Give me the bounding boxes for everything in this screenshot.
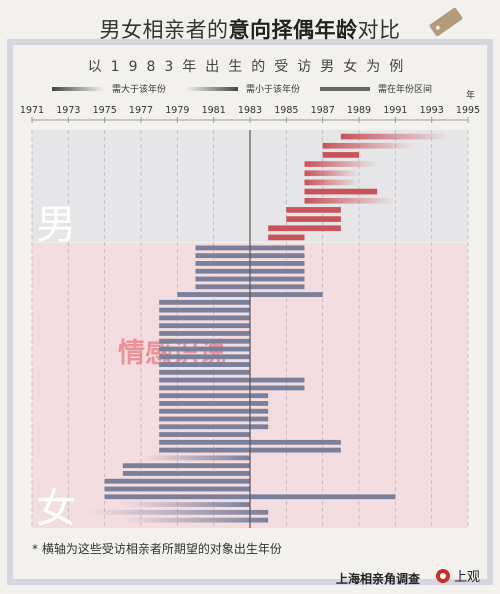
x-tick-label: 1993 [420, 105, 444, 116]
legend-older-label: 需大于该年份 [112, 83, 166, 95]
x-tick-label: 1989 [347, 105, 371, 116]
female-bar [159, 385, 305, 391]
female-bar [104, 478, 251, 484]
legend-younger-label: 需小于该年份 [246, 83, 300, 95]
legend-older-swatch [52, 87, 104, 91]
tag-icon [429, 7, 463, 37]
female-bar [159, 315, 250, 321]
female-bar [122, 502, 250, 507]
x-tick-label: 1985 [274, 105, 298, 116]
female-bar [141, 455, 250, 461]
brand-name: 上观 [454, 570, 481, 585]
title-prefix: 男女相亲者的 [99, 18, 229, 42]
male-bar [340, 133, 450, 140]
female-bar [159, 424, 269, 430]
female-bar [159, 323, 250, 329]
female-bar [159, 393, 269, 399]
legend: 需大于该年份 需小于该年份 需在年份区间 [52, 83, 432, 95]
female-bar [159, 377, 305, 383]
male-bar [304, 179, 359, 186]
female-bar [159, 346, 250, 352]
x-tick-label: 1973 [56, 105, 80, 116]
legend-range-swatch [320, 87, 370, 91]
page-title: 男女相亲者的意向择偶年龄对比 [0, 14, 500, 44]
title-suffix: 对比 [357, 18, 401, 42]
x-tick-label: 1991 [383, 105, 407, 116]
source-credit: 上海相亲角调查 [336, 572, 421, 586]
outer-frame [7, 39, 493, 585]
male-bar [268, 225, 341, 232]
female-bar [122, 463, 250, 469]
legend-range-label: 需在年份区间 [378, 83, 432, 95]
x-tick-label: 1975 [93, 105, 117, 116]
male-bar [286, 207, 341, 213]
x-tick-label: 1977 [129, 105, 153, 116]
female-bar [159, 362, 250, 367]
male-bar [322, 152, 359, 158]
male-bar [304, 161, 378, 167]
footnote: * 横轴为这些受访相亲者所期望的对象出生年份 [32, 542, 282, 556]
x-axis-unit: 年 [466, 89, 475, 101]
male-bar [304, 170, 359, 177]
male-bar [268, 234, 305, 241]
male-bar [322, 142, 414, 149]
legend-younger-swatch [186, 87, 238, 91]
female-bar [86, 509, 269, 515]
female-bar [159, 307, 250, 313]
female-bar [122, 517, 269, 523]
title-bold: 意向择偶年龄 [228, 18, 358, 42]
female-bar [159, 416, 269, 422]
female-bar [159, 369, 250, 375]
x-axis: 1971 1973 1975 1977 1979 1981 1983 1985 1987 1989… [20, 89, 480, 123]
female-bar [159, 299, 250, 305]
female-bar [122, 471, 250, 476]
male-bar [304, 197, 396, 204]
male-group-label: 男 [36, 202, 76, 248]
female-bar [104, 486, 251, 492]
x-tick-label: 1981 [202, 105, 226, 116]
x-tick-label: 1983 [238, 105, 262, 116]
female-bar [159, 354, 250, 360]
x-tick-label: 1971 [20, 105, 44, 116]
female-bar [159, 331, 250, 336]
brand-logo-icon [436, 569, 450, 583]
female-bar [159, 338, 250, 344]
female-bar [159, 432, 250, 437]
female-bar [159, 408, 269, 414]
x-tick-label: 1995 [456, 105, 480, 116]
gridlines [31, 130, 469, 528]
x-tick-label: 1979 [165, 105, 189, 116]
female-bar [159, 401, 269, 406]
x-tick-label: 1987 [311, 105, 335, 116]
male-bar [286, 216, 341, 222]
male-bar [304, 188, 378, 195]
page-subtitle: 以1983年出生的受访男女为例 [87, 59, 413, 75]
female-group-label: 女 [36, 486, 76, 532]
